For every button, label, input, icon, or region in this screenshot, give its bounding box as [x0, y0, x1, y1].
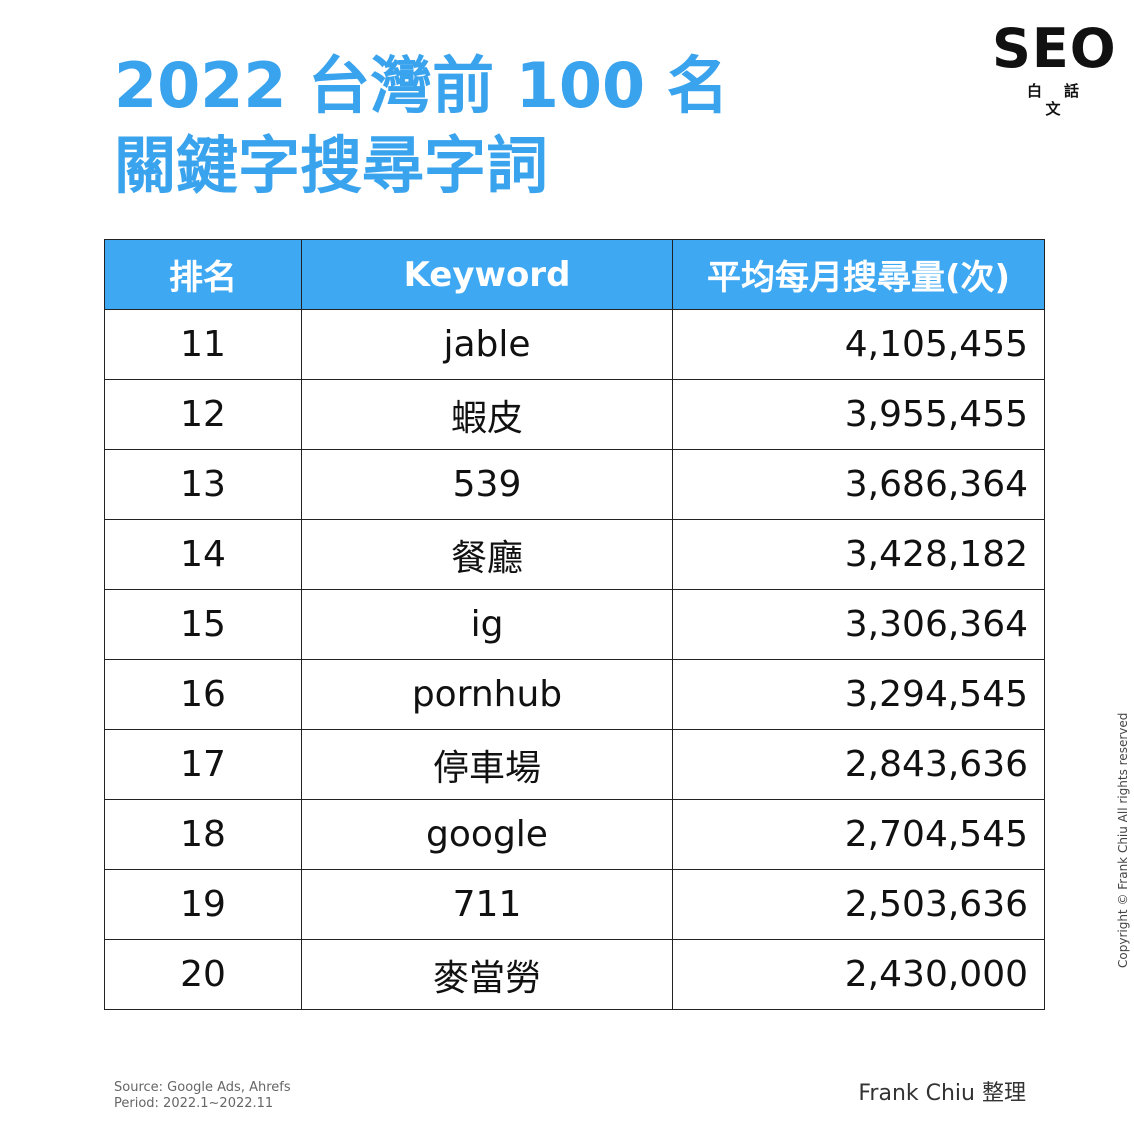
- column-header-rank: 排名: [104, 239, 302, 310]
- rank-cell: 19: [104, 869, 302, 940]
- table-row: 11 jable 4,105,455: [104, 309, 1045, 380]
- copyright-notice: Copyright © Frank Chiu All rights reserv…: [1116, 712, 1130, 968]
- table-row: 14 餐廳 3,428,182: [104, 519, 1045, 590]
- table-row: 20 麥當勞 2,430,000: [104, 939, 1045, 1010]
- keyword-cell: 餐廳: [301, 519, 673, 590]
- table-row: 13 539 3,686,364: [104, 449, 1045, 520]
- source-note: Source: Google Ads, Ahrefs Period: 2022.…: [114, 1080, 291, 1112]
- keyword-cell: pornhub: [301, 659, 673, 730]
- rank-cell: 15: [104, 589, 302, 660]
- column-header-keyword: Keyword: [301, 239, 673, 310]
- seo-logo: SEO 白話文: [992, 17, 1117, 119]
- keyword-cell: google: [301, 799, 673, 870]
- table-header-row: 排名 Keyword 平均每月搜尋量(次): [104, 239, 1045, 310]
- table-row: 16 pornhub 3,294,545: [104, 659, 1045, 730]
- period-text: Period: 2022.1~2022.11: [114, 1096, 274, 1111]
- volume-cell: 3,686,364: [672, 449, 1045, 520]
- volume-cell: 3,306,364: [672, 589, 1045, 660]
- rank-cell: 16: [104, 659, 302, 730]
- rank-cell: 18: [104, 799, 302, 870]
- keyword-cell: 539: [301, 449, 673, 520]
- keyword-ranking-table: 排名 Keyword 平均每月搜尋量(次) 11 jable 4,105,455…: [104, 239, 1045, 1010]
- volume-cell: 3,294,545: [672, 659, 1045, 730]
- page-title: 2022 台灣前 100 名 關鍵字搜尋字詞: [114, 46, 729, 206]
- keyword-cell: 711: [301, 869, 673, 940]
- logo-text: SEO: [992, 17, 1117, 80]
- keyword-cell: jable: [301, 309, 673, 380]
- column-header-volume: 平均每月搜尋量(次): [672, 239, 1045, 310]
- table-row: 18 google 2,704,545: [104, 799, 1045, 870]
- table-row: 15 ig 3,306,364: [104, 589, 1045, 660]
- author-credit: Frank Chiu 整理: [858, 1081, 1026, 1106]
- keyword-cell: 麥當勞: [301, 939, 673, 1010]
- volume-cell: 3,955,455: [672, 379, 1045, 450]
- source-text: Source: Google Ads, Ahrefs: [114, 1080, 291, 1095]
- volume-cell: 2,430,000: [672, 939, 1045, 1010]
- table-row: 17 停車場 2,843,636: [104, 729, 1045, 800]
- logo-subtext: 白話文: [1026, 82, 1101, 118]
- rank-cell: 14: [104, 519, 302, 590]
- keyword-cell: 停車場: [301, 729, 673, 800]
- rank-cell: 20: [104, 939, 302, 1010]
- rank-cell: 13: [104, 449, 302, 520]
- table-row: 19 711 2,503,636: [104, 869, 1045, 940]
- volume-cell: 2,704,545: [672, 799, 1045, 870]
- keyword-cell: ig: [301, 589, 673, 660]
- title-line-2: 關鍵字搜尋字詞: [114, 129, 549, 202]
- table-row: 12 蝦皮 3,955,455: [104, 379, 1045, 450]
- volume-cell: 4,105,455: [672, 309, 1045, 380]
- title-line-1: 2022 台灣前 100 名: [114, 49, 729, 122]
- rank-cell: 11: [104, 309, 302, 380]
- rank-cell: 12: [104, 379, 302, 450]
- volume-cell: 2,843,636: [672, 729, 1045, 800]
- rank-cell: 17: [104, 729, 302, 800]
- volume-cell: 3,428,182: [672, 519, 1045, 590]
- keyword-cell: 蝦皮: [301, 379, 673, 450]
- volume-cell: 2,503,636: [672, 869, 1045, 940]
